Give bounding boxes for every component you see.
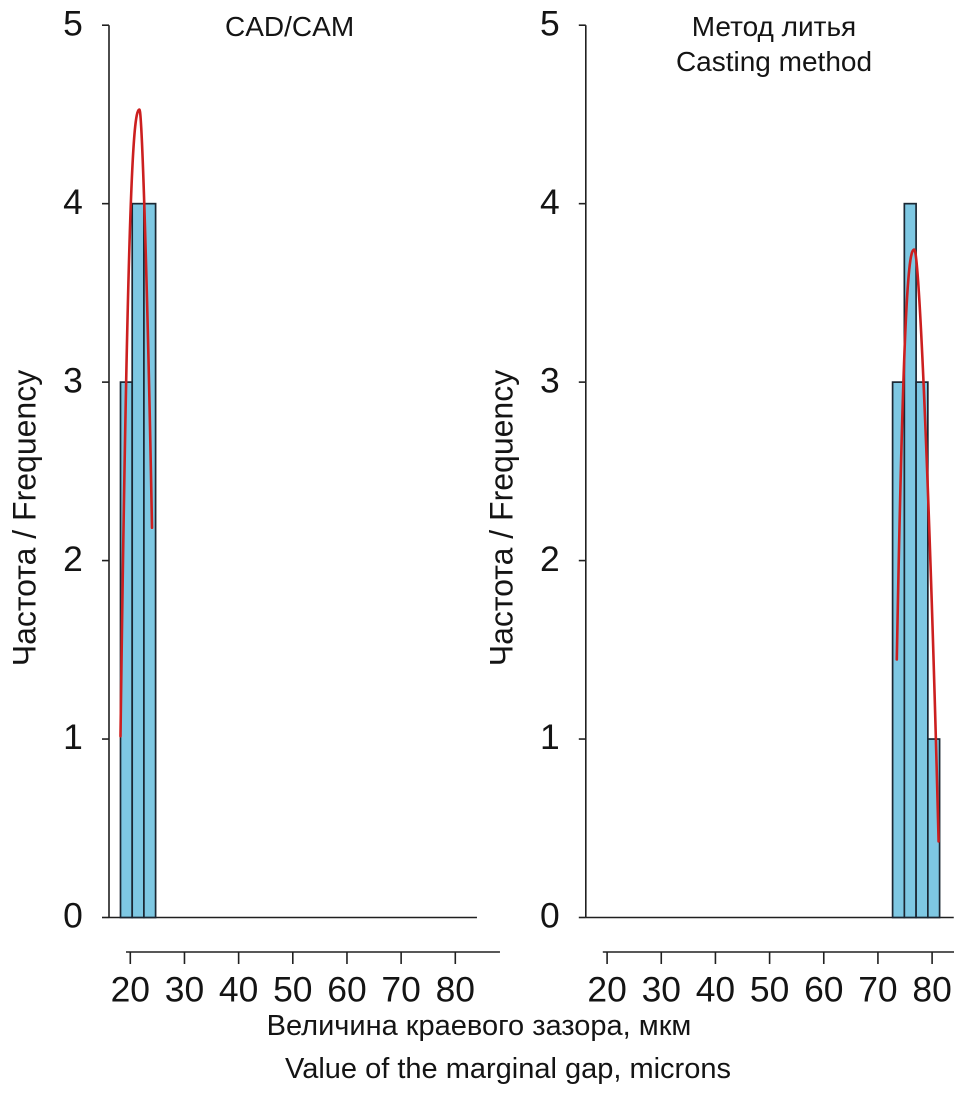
svg-text:40: 40 — [696, 970, 735, 1010]
svg-text:1: 1 — [540, 717, 560, 757]
svg-text:4: 4 — [63, 182, 83, 222]
svg-text:3: 3 — [540, 360, 560, 400]
svg-text:2: 2 — [63, 539, 83, 579]
svg-text:20: 20 — [111, 970, 150, 1010]
svg-text:60: 60 — [327, 970, 366, 1010]
svg-text:CAD/CAM: CAD/CAM — [225, 11, 354, 42]
svg-text:Частота / Frequency: Частота / Frequency — [6, 370, 42, 666]
svg-text:70: 70 — [381, 970, 420, 1010]
svg-text:Частота / Frequency: Частота / Frequency — [483, 370, 519, 666]
svg-text:Casting method: Casting method — [676, 46, 872, 77]
svg-text:5: 5 — [63, 3, 83, 43]
svg-text:30: 30 — [642, 970, 681, 1010]
svg-text:40: 40 — [219, 970, 258, 1010]
svg-text:3: 3 — [63, 360, 83, 400]
svg-text:2: 2 — [540, 539, 560, 579]
svg-text:Value of the marginal gap, mic: Value of the marginal gap, microns — [285, 1053, 731, 1085]
svg-text:80: 80 — [912, 970, 951, 1010]
svg-text:0: 0 — [540, 896, 560, 936]
svg-text:80: 80 — [436, 970, 475, 1010]
svg-text:30: 30 — [165, 970, 204, 1010]
svg-text:Метод литья: Метод литья — [692, 11, 856, 42]
svg-text:50: 50 — [273, 970, 312, 1010]
svg-text:0: 0 — [63, 896, 83, 936]
svg-text:70: 70 — [858, 970, 897, 1010]
svg-text:4: 4 — [540, 182, 560, 222]
svg-text:20: 20 — [587, 970, 626, 1010]
svg-text:5: 5 — [540, 3, 560, 43]
svg-text:Величина краевого зазора, мкм: Величина краевого зазора, мкм — [267, 1010, 692, 1042]
svg-text:60: 60 — [804, 970, 843, 1010]
svg-text:1: 1 — [63, 717, 83, 757]
svg-text:50: 50 — [750, 970, 789, 1010]
